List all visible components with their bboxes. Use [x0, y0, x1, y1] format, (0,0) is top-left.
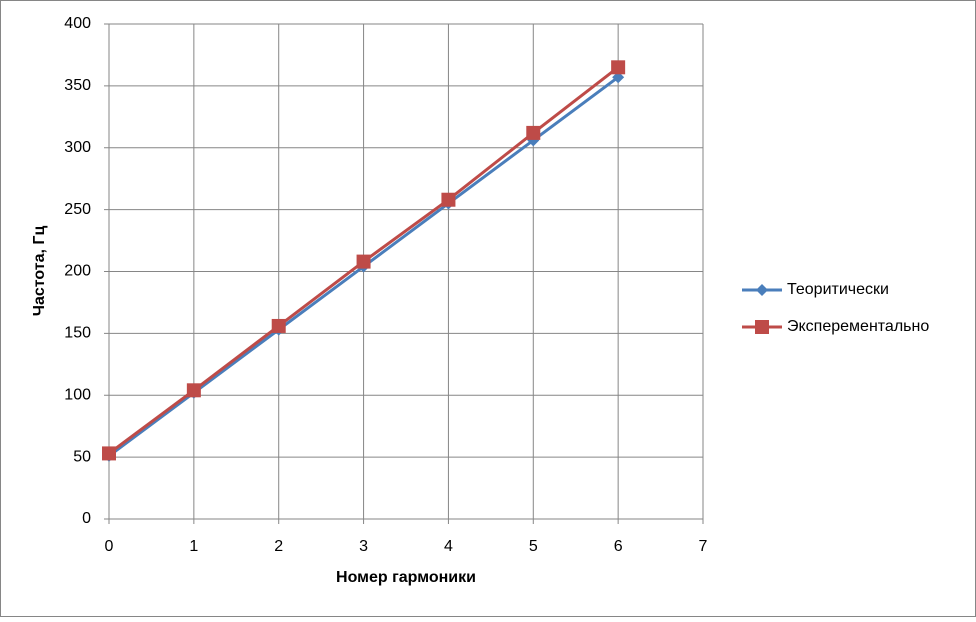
marker [186, 383, 201, 398]
y-tick-label: 100 [64, 386, 91, 403]
x-tick-label: 7 [699, 538, 708, 555]
marker [271, 318, 286, 333]
legend-marker [756, 284, 768, 296]
y-tick-label: 50 [73, 448, 91, 465]
marker [526, 125, 541, 140]
y-tick-label: 400 [64, 15, 91, 32]
x-tick-label: 1 [189, 538, 198, 555]
x-axis-title: Номер гармоники [336, 569, 476, 586]
legend-label: Эксперементально [787, 318, 929, 335]
marker [441, 192, 456, 207]
marker [356, 254, 371, 269]
x-tick-label: 2 [274, 538, 283, 555]
y-tick-label: 300 [64, 139, 91, 156]
y-tick-label: 250 [64, 201, 91, 218]
x-tick-label: 5 [529, 538, 538, 555]
y-axis-title: Частота, Гц [31, 226, 48, 317]
marker [611, 60, 626, 75]
y-tick-label: 200 [64, 263, 91, 280]
x-tick-label: 0 [105, 538, 114, 555]
legend-label: Теоритически [787, 281, 889, 298]
legend-marker [755, 320, 769, 334]
y-tick-label: 0 [82, 510, 91, 527]
x-tick-label: 6 [614, 538, 623, 555]
y-tick-label: 350 [64, 77, 91, 94]
x-tick-label: 3 [359, 538, 368, 555]
marker [102, 446, 116, 461]
x-tick-label: 4 [444, 538, 453, 555]
y-tick-label: 150 [64, 325, 91, 342]
